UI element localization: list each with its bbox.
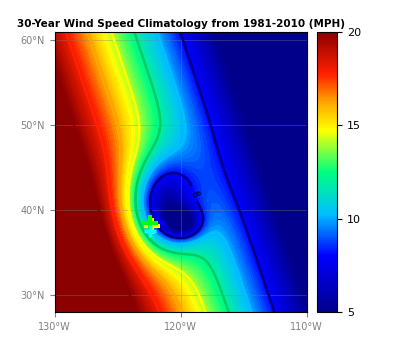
Text: 16: 16: [74, 1, 87, 16]
Text: 12: 12: [118, 0, 132, 13]
Text: 8: 8: [279, 338, 291, 347]
Text: 20: 20: [27, 0, 40, 13]
Title: 30-Year Wind Speed Climatology from 1981-2010 (MPH): 30-Year Wind Speed Climatology from 1981…: [17, 19, 344, 29]
Text: 8: 8: [189, 189, 200, 198]
